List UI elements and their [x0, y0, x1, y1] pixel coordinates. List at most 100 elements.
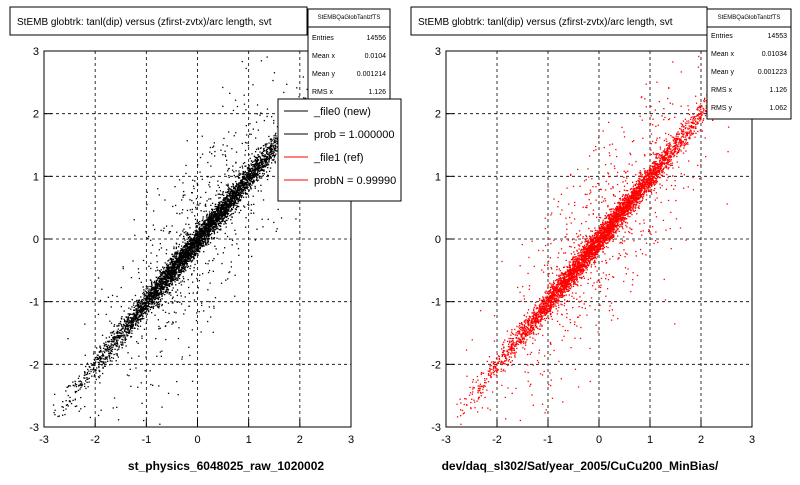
- scatter-point: [188, 261, 189, 262]
- scatter-point: [165, 291, 166, 292]
- scatter-point: [174, 312, 175, 313]
- scatter-point: [267, 157, 268, 158]
- scatter-point: [146, 311, 147, 312]
- scatter-point: [164, 282, 165, 283]
- scatter-point: [209, 270, 210, 271]
- scatter-point: [167, 278, 168, 279]
- scatter-point: [272, 153, 273, 154]
- scatter-point: [161, 356, 162, 357]
- scatter-point: [138, 272, 139, 273]
- scatter-point: [114, 339, 115, 340]
- scatter-point: [228, 272, 229, 273]
- scatter-point: [271, 116, 272, 117]
- scatter-point: [164, 279, 165, 280]
- scatter-point: [100, 300, 101, 301]
- scatter-point: [251, 181, 252, 182]
- scatter-point: [213, 306, 214, 307]
- scatter-point: [171, 261, 172, 262]
- scatter-point: [251, 160, 252, 161]
- scatter-point: [183, 195, 184, 196]
- scatter-point: [151, 299, 152, 300]
- scatter-point: [165, 270, 166, 271]
- scatter-point: [171, 324, 172, 325]
- scatter-point: [189, 227, 190, 228]
- scatter-point: [254, 172, 255, 173]
- scatter-point: [231, 201, 232, 202]
- scatter-point: [255, 239, 256, 240]
- scatter-point: [151, 312, 152, 313]
- scatter-point: [167, 284, 168, 285]
- scatter-point: [145, 231, 146, 232]
- scatter-point: [246, 142, 247, 143]
- scatter-point: [244, 188, 245, 189]
- scatter-point: [162, 304, 163, 305]
- scatter-point: [154, 229, 155, 230]
- scatter-point: [129, 313, 130, 314]
- scatter-point: [192, 209, 193, 210]
- scatter-point: [185, 165, 186, 166]
- scatter-point: [255, 167, 256, 168]
- scatter-point: [183, 238, 184, 239]
- scatter-point: [167, 272, 168, 273]
- scatter-point: [131, 326, 132, 327]
- scatter-point: [148, 301, 149, 302]
- scatter-point: [164, 267, 165, 268]
- scatter-point: [213, 224, 214, 225]
- scatter-point: [158, 278, 159, 279]
- scatter-point: [262, 170, 263, 171]
- scatter-point: [231, 186, 232, 187]
- scatter-point: [223, 207, 224, 208]
- scatter-point: [155, 289, 156, 290]
- scatter-point: [201, 233, 202, 234]
- scatter-point: [185, 245, 186, 246]
- scatter-point: [271, 146, 272, 147]
- scatter-point: [235, 176, 236, 177]
- scatter-point: [192, 180, 193, 181]
- scatter-point: [158, 294, 159, 295]
- scatter-point: [152, 385, 153, 386]
- scatter-point: [268, 158, 269, 159]
- scatter-point: [181, 303, 182, 304]
- scatter-point: [123, 336, 124, 337]
- scatter-point: [156, 255, 157, 256]
- scatter-point: [182, 266, 183, 267]
- scatter-point: [70, 385, 71, 386]
- scatter-point: [235, 170, 236, 171]
- scatter-point: [243, 190, 244, 191]
- scatter-point: [198, 251, 199, 252]
- scatter-point: [114, 343, 115, 344]
- scatter-point: [243, 187, 244, 188]
- scatter-point: [81, 383, 82, 384]
- scatter-point: [227, 199, 228, 200]
- scatter-point: [128, 375, 129, 376]
- scatter-point: [206, 220, 207, 221]
- scatter-point: [181, 249, 182, 250]
- scatter-point: [122, 327, 123, 328]
- scatter-point: [155, 299, 156, 300]
- scatter-point: [146, 204, 147, 205]
- scatter-point: [230, 210, 231, 211]
- scatter-point: [236, 190, 237, 191]
- scatter-point: [220, 218, 221, 219]
- scatter-point: [68, 395, 69, 396]
- scatter-point: [243, 178, 244, 179]
- scatter-point: [215, 216, 216, 217]
- scatter-point: [275, 133, 276, 134]
- scatter-point: [151, 294, 152, 295]
- scatter-point: [143, 313, 144, 314]
- scatter-point: [166, 249, 167, 250]
- scatter-point: [185, 309, 186, 310]
- scatter-point: [219, 187, 220, 188]
- scatter-point: [181, 245, 182, 246]
- scatter-point: [99, 370, 100, 371]
- scatter-point: [75, 381, 76, 382]
- scatter-point: [265, 164, 266, 165]
- scatter-point: [87, 369, 88, 370]
- scatter-point: [226, 192, 227, 193]
- scatter-point: [167, 276, 168, 277]
- scatter-point: [133, 310, 134, 311]
- scatter-point: [110, 332, 111, 333]
- scatter-point: [153, 282, 154, 283]
- scatter-point: [214, 226, 215, 227]
- scatter-point: [210, 177, 211, 178]
